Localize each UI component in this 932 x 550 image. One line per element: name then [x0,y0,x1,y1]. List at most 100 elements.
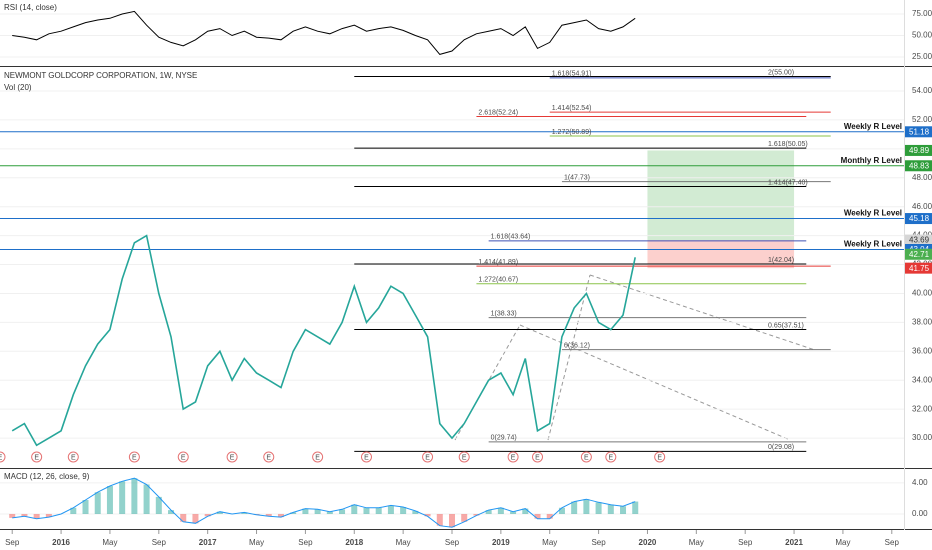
fib-label: 0(29.74) [491,435,517,442]
macd-histogram [326,511,333,514]
fib-label: 1.618(50.05) [768,141,808,148]
earnings-label: E [608,454,613,461]
x-tick-label: May [249,538,264,547]
earnings-label: E [0,454,3,461]
earnings-label: E [425,454,430,461]
x-tick-label: 2021 [785,538,803,547]
macd-histogram [265,513,272,517]
macd-histogram [632,501,639,514]
macd-histogram [534,513,541,519]
earnings-marker [360,451,372,463]
macd-histogram [168,510,175,514]
fib-label: 1.618(43.64) [491,234,531,241]
earnings-marker [580,451,592,463]
macd-histogram [302,508,309,514]
macd-histogram [94,492,101,514]
y-tick-label: 40.00 [912,289,932,298]
earnings-marker [0,451,6,463]
x-tick-label: Sep [738,538,753,547]
macd-histogram [339,509,346,514]
price-badge [905,262,932,274]
y-tick-label: 52.00 [912,115,932,124]
level-label: Weekly R Level [844,209,902,218]
y-tick-label: 46.00 [912,202,932,211]
fib-label: 2(55.00) [768,69,794,76]
macd-histogram [45,513,52,518]
earnings-label: E [181,454,186,461]
macd-histogram [82,500,89,514]
macd-histogram [400,507,407,514]
x-tick-label: Sep [885,538,900,547]
price-badge [905,213,932,225]
macd-histogram [412,510,419,514]
rsi-line [12,10,636,55]
price-badge [905,234,932,246]
level-label: Weekly R Level [844,122,902,131]
y-tick-label: 54.00 [912,86,932,95]
price-badge [905,126,932,138]
y-tick-label: 38.00 [912,317,932,326]
fib-label: 0.65(37.51) [768,322,804,329]
earnings-label: E [71,454,76,461]
macd-histogram [522,508,529,514]
earnings-marker [177,451,189,463]
earnings-marker [263,451,275,463]
earnings-label: E [657,454,662,461]
fib-label: 0(29.08) [768,444,794,451]
macd-histogram [424,513,431,517]
x-tick-label: Sep [5,538,20,547]
fib-label: 1.414(47.40) [768,179,808,186]
fib-label: 1(47.73) [564,175,590,182]
macd-histogram [70,507,77,514]
price-badge-label: 48.83 [909,161,930,170]
x-tick-label: May [835,538,850,547]
chart-title: NEWMONT GOLDCORP CORPORATION, 1W, NYSE [4,71,197,80]
x-tick-label: May [102,538,117,547]
fib-label: 1.618(54.91) [552,71,592,78]
earnings-marker [226,451,238,463]
macd-title: MACD (12, 26, close, 9) [4,472,90,481]
macd-histogram [461,513,468,522]
price-badge [905,144,932,156]
price-line [11,234,636,447]
price-badge-label: 51.18 [909,127,930,136]
x-tick-label: Sep [152,538,167,547]
fib-label: 1(42.04) [768,257,794,264]
macd-histogram [216,511,223,514]
earnings-marker [67,451,79,463]
x-tick-label: 2020 [639,538,657,547]
earnings-marker [128,451,140,463]
fib-label: 1.272(40.67) [478,277,518,284]
earnings-label: E [132,454,137,461]
price-badge [905,160,932,172]
earnings-marker [422,451,434,463]
macd-histogram [620,506,627,514]
x-tick-label: 2017 [199,538,217,547]
price-badge-label: 45.18 [909,214,930,223]
y-tick-label: 25.00 [912,52,932,61]
earnings-label: E [462,454,467,461]
earnings-label: E [230,454,235,461]
x-tick-label: May [396,538,411,547]
price-badge-label: 42.71 [909,250,930,259]
macd-histogram [583,499,590,514]
y-tick-label: 34.00 [912,375,932,384]
macd-histogram [436,513,443,526]
x-tick-label: Sep [445,538,460,547]
trend-line [589,274,816,351]
macd-line [12,477,636,528]
earnings-label: E [364,454,369,461]
earnings-label: E [34,454,39,461]
fib-label: 1.414(52.54) [552,105,592,112]
macd-histogram [375,507,382,514]
fib-label: 0(36.12) [564,342,590,349]
macd-histogram [363,507,370,514]
y-tick-label: 4.00 [912,478,928,487]
earnings-marker [654,451,666,463]
macd-histogram [155,496,162,514]
earnings-marker [31,451,43,463]
position-profit [647,150,795,241]
volume-title: Vol (20) [4,83,32,92]
